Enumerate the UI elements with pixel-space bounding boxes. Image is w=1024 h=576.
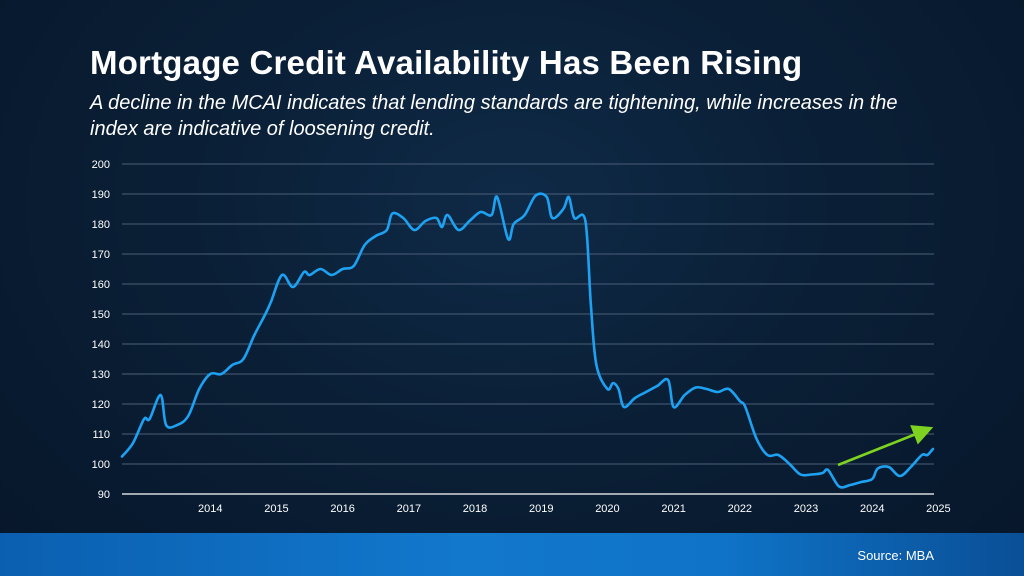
footer-bar xyxy=(0,533,1024,576)
chart-title: Mortgage Credit Availability Has Been Ri… xyxy=(90,44,803,81)
y-tick-label: 190 xyxy=(92,189,110,201)
y-tick-label: 120 xyxy=(92,399,110,411)
y-tick-label: 160 xyxy=(92,279,110,291)
series-line xyxy=(120,192,935,489)
x-tick-label: 2021 xyxy=(661,503,685,515)
x-tick-label: 2024 xyxy=(860,503,884,515)
x-tick-label: 2020 xyxy=(595,503,619,515)
y-tick-label: 130 xyxy=(92,369,110,381)
x-tick-label: 2014 xyxy=(198,503,222,515)
y-tick-label: 200 xyxy=(92,159,110,171)
trend-up-arrow-icon xyxy=(837,425,934,467)
x-tick-label: 2015 xyxy=(264,503,288,515)
y-axis-ticks: 90 100 110 120 130 140 150 160 170 180 190 200 xyxy=(92,159,110,501)
y-tick-label: 100 xyxy=(92,459,110,471)
x-axis-ticks: 2014 2015 2016 2017 2018 2019 2020 2021 2022 2023… xyxy=(198,503,951,515)
x-tick-label: 2016 xyxy=(330,503,354,515)
source-label: Source: MBA xyxy=(857,548,934,563)
y-tick-label: 150 xyxy=(92,309,110,321)
x-tick-label: 2023 xyxy=(794,503,818,515)
x-tick-label: 2017 xyxy=(397,503,421,515)
chart-subtitle: A decline in the MCAI indicates that len… xyxy=(90,92,898,140)
x-tick-label: 2022 xyxy=(728,503,752,515)
grid-lines xyxy=(122,163,934,465)
y-tick-label: 110 xyxy=(92,429,110,441)
x-tick-label: 2025 xyxy=(926,503,950,515)
y-tick-label: 180 xyxy=(92,219,110,231)
y-tick-label: 90 xyxy=(98,489,110,501)
x-tick-label: 2019 xyxy=(529,503,553,515)
y-tick-label: 170 xyxy=(92,249,110,261)
x-tick-label: 2018 xyxy=(463,503,487,515)
y-tick-label: 140 xyxy=(92,339,110,351)
